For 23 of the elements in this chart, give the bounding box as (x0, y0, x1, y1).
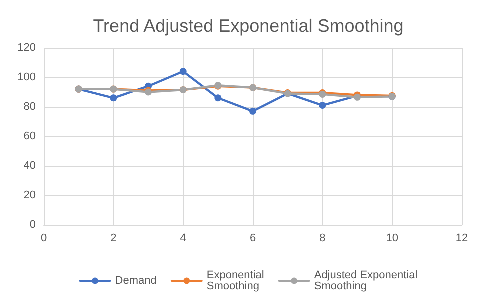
x-tick-label: 2 (110, 232, 117, 244)
x-tick-label: 8 (320, 232, 326, 244)
x-tick-label: 12 (456, 232, 468, 244)
y-tick-label: 100 (18, 72, 36, 84)
legend-label: Demand (115, 275, 157, 287)
chart-title: Trend Adjusted Exponential Smoothing (93, 16, 404, 36)
y-tick-label: 0 (30, 219, 36, 231)
point (214, 94, 222, 102)
y-tick-label: 80 (24, 101, 36, 113)
y-tick-label: 40 (24, 160, 36, 172)
x-tick-label: 6 (250, 232, 256, 244)
y-tick-label: 20 (24, 190, 36, 202)
x-tick-label: 4 (180, 232, 186, 244)
x-tick-label: 0 (40, 232, 48, 244)
point (110, 94, 118, 102)
legend-label: Exponential Smoothing (206, 270, 264, 292)
point (250, 108, 256, 115)
point (180, 68, 187, 76)
y-tick-label: 60 (24, 130, 36, 142)
point (319, 102, 326, 110)
x-tick-label: 10 (386, 232, 398, 244)
y-tick-label: 120 (18, 42, 36, 54)
legend-label: Adjusted Exponential Smoothing (314, 270, 418, 292)
